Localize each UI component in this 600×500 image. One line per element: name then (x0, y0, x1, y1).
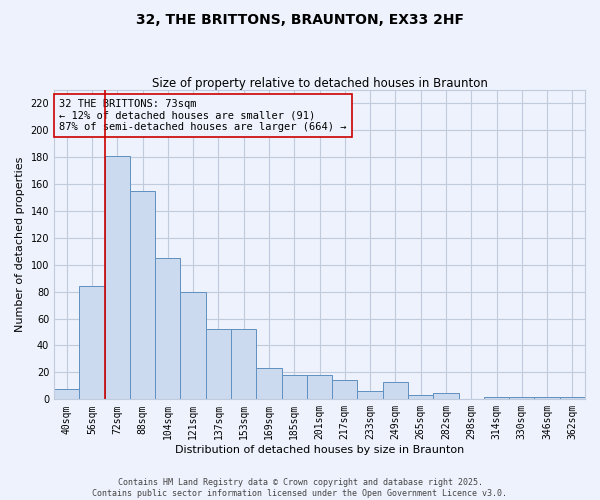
Bar (535, 396, 560, 400)
Bar (408, 396, 433, 400)
Bar (509, 396, 535, 400)
Bar (79, 286, 104, 400)
Bar (231, 330, 256, 400)
Text: Contains HM Land Registry data © Crown copyright and database right 2025.
Contai: Contains HM Land Registry data © Crown c… (92, 478, 508, 498)
Bar (130, 190, 155, 400)
Text: 32, THE BRITTONS, BRAUNTON, EX33 2HF: 32, THE BRITTONS, BRAUNTON, EX33 2HF (136, 12, 464, 26)
Bar (104, 156, 130, 400)
Title: Size of property relative to detached houses in Braunton: Size of property relative to detached ho… (152, 76, 487, 90)
Bar (155, 258, 181, 400)
Bar (383, 382, 408, 400)
Bar (281, 375, 307, 400)
Bar (54, 388, 79, 400)
Bar (484, 396, 509, 400)
Bar (358, 392, 383, 400)
Bar (206, 330, 231, 400)
X-axis label: Distribution of detached houses by size in Braunton: Distribution of detached houses by size … (175, 445, 464, 455)
Bar (307, 375, 332, 400)
Bar (256, 368, 281, 400)
Y-axis label: Number of detached properties: Number of detached properties (15, 156, 25, 332)
Bar (181, 292, 206, 400)
Bar (332, 380, 358, 400)
Bar (560, 396, 585, 400)
Text: 32 THE BRITTONS: 73sqm
← 12% of detached houses are smaller (91)
87% of semi-det: 32 THE BRITTONS: 73sqm ← 12% of detached… (59, 99, 347, 132)
Bar (433, 392, 458, 400)
